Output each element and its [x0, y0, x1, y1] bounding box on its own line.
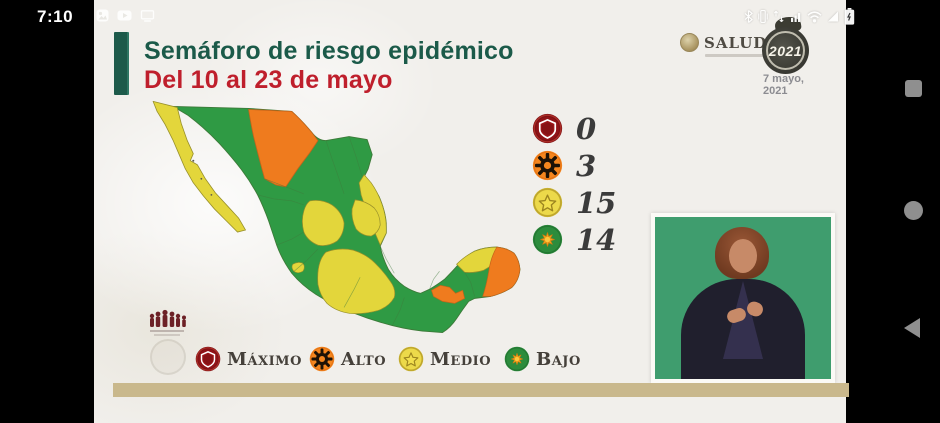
network-arrows-icon — [773, 10, 784, 23]
title-accent-bar — [114, 32, 129, 95]
vibrate-icon — [758, 10, 768, 23]
legend-row-alto: 3 — [532, 147, 596, 184]
salud-seal-icon — [680, 33, 699, 52]
map-islands — [192, 159, 213, 196]
gobierno-seal-watermark — [150, 339, 186, 375]
maximo-icon — [532, 113, 563, 144]
slide-footer-bar — [113, 383, 849, 397]
bajo-icon — [504, 346, 530, 372]
legend-row-medio: 15 — [532, 184, 616, 221]
status-time: 7:10 — [37, 7, 74, 26]
alto-count: 3 — [576, 148, 597, 183]
map-state-borders — [257, 136, 476, 326]
bajo-count: 14 — [576, 222, 617, 257]
map-region-slp — [351, 199, 381, 237]
maximo-count: 0 — [576, 111, 597, 146]
medio-label: Medio — [430, 348, 492, 370]
sign-language-interpreter — [651, 213, 835, 383]
slide-date: 7 mayo, 2021 — [763, 73, 804, 97]
bajo-label: Bajo — [536, 348, 581, 370]
legend-row-maximo: 0 — [532, 110, 596, 147]
medio-count: 15 — [576, 185, 617, 220]
video-frame[interactable]: Semáforo de riesgo epidémico Del 10 al 2… — [94, 0, 849, 423]
bottom-legend-bajo: Bajo — [504, 345, 581, 373]
system-status-icons — [744, 8, 855, 25]
bottom-legend-medio: Medio — [398, 345, 491, 373]
alto-icon — [532, 150, 563, 181]
gobierno-logo — [149, 309, 186, 327]
gobierno-caption-line — [154, 334, 180, 336]
slide-subtitle: Del 10 al 23 de mayo — [144, 66, 393, 94]
interpreter-face — [729, 239, 757, 273]
bajo-icon — [532, 224, 563, 255]
map-region-quintana-roo — [482, 246, 521, 297]
cast-icon — [140, 9, 155, 22]
medio-icon — [398, 346, 424, 372]
year-emblem: 2021 — [762, 27, 809, 74]
nav-back-button[interactable] — [904, 318, 920, 338]
salud-caption-line — [705, 54, 767, 57]
network-bars-icon — [791, 13, 801, 22]
alto-icon — [309, 346, 335, 372]
interpreter-background — [655, 217, 831, 379]
map-region-tabasco — [431, 284, 466, 304]
nav-home-button[interactable] — [904, 201, 923, 220]
bottom-legend-alto: Alto — [309, 345, 386, 373]
wifi-icon — [807, 10, 822, 22]
notification-icons — [96, 9, 155, 22]
gobierno-caption-line — [150, 330, 184, 332]
map-region-zacatecas — [301, 200, 345, 246]
maximo-label: Máximo — [227, 348, 302, 370]
map-region-central — [317, 248, 396, 314]
alto-label: Alto — [341, 348, 387, 370]
legend-row-bajo: 14 — [532, 221, 616, 258]
youtube-icon — [117, 10, 132, 21]
maximo-icon — [195, 346, 221, 372]
bluetooth-icon — [744, 10, 753, 23]
salud-logo: SALUD — [680, 33, 767, 52]
salud-wordmark: SALUD — [704, 33, 768, 52]
battery-icon — [844, 8, 855, 25]
map-region-baja — [152, 101, 246, 233]
map-region-chihuahua — [248, 109, 319, 188]
gallery-icon — [96, 9, 109, 22]
slide-title: Semáforo de riesgo epidémico — [144, 37, 514, 65]
emblem-year-text: 2021 — [768, 42, 803, 59]
nav-recents-button[interactable] — [905, 80, 922, 97]
medio-icon — [532, 187, 563, 218]
mexico-risk-map — [152, 101, 521, 334]
cell-signal-icon — [828, 11, 838, 22]
bottom-legend-maximo: Máximo — [195, 345, 302, 373]
emblem-ring — [766, 31, 805, 70]
